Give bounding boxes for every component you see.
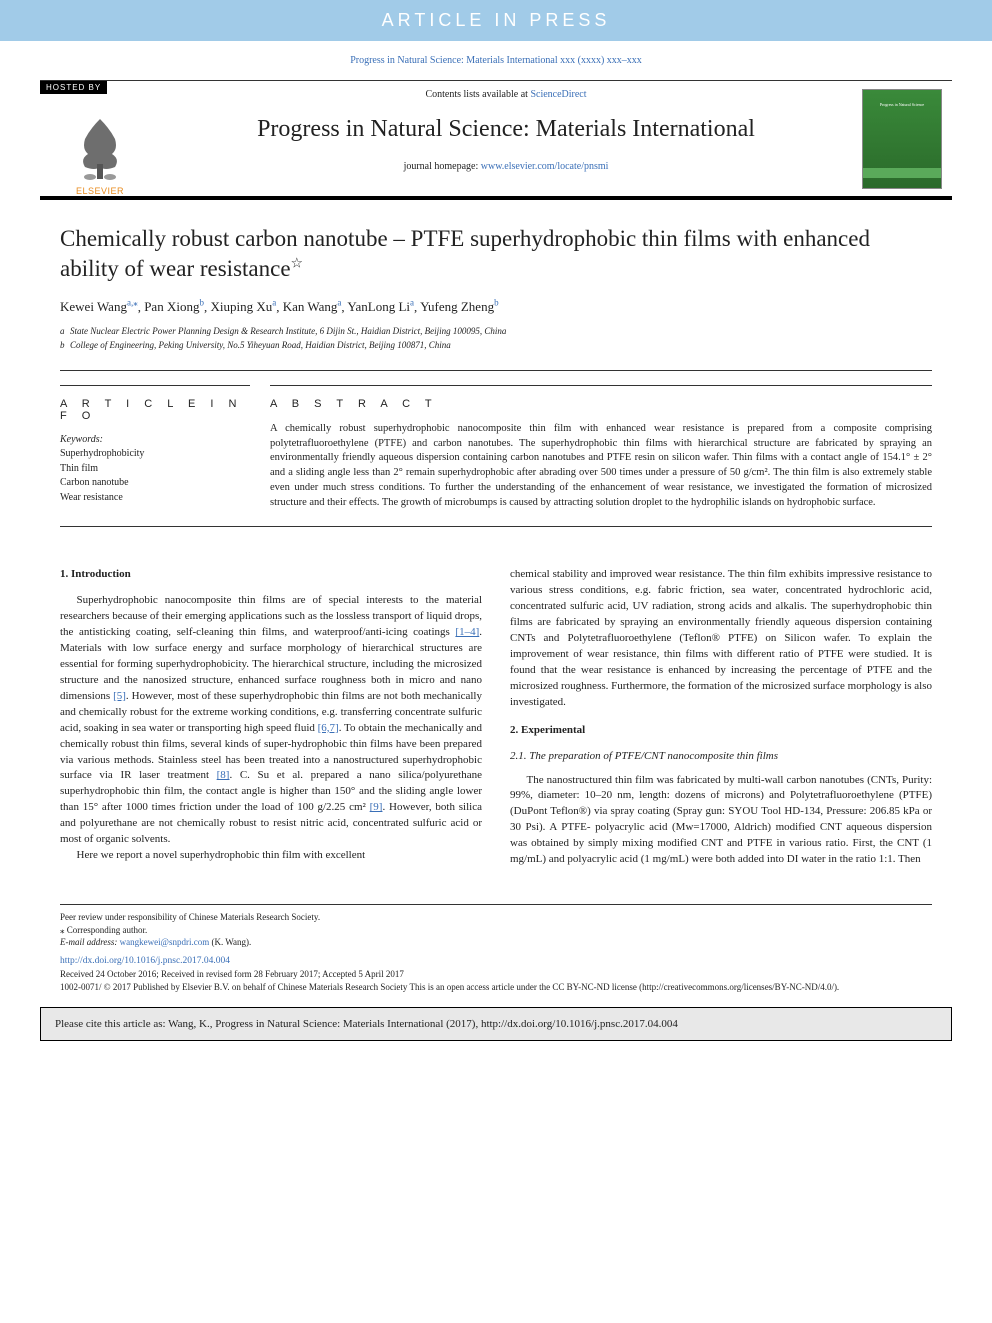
- keyword-2: Thin film: [60, 462, 250, 477]
- author-2: Pan Xiongb: [144, 299, 204, 314]
- affiliation-a-text: State Nuclear Electric Power Planning De…: [70, 325, 506, 339]
- article-body: Chemically robust carbon nanotube – PTFE…: [0, 212, 992, 868]
- intro-continuation: chemical stability and improved wear res…: [510, 567, 932, 710]
- affiliation-b-text: College of Engineering, Peking Universit…: [70, 339, 451, 353]
- section-1-heading: 1. Introduction: [60, 567, 482, 583]
- body-column-left: 1. Introduction Superhydrophobic nanocom…: [60, 567, 482, 868]
- contents-prefix: Contents lists available at: [425, 89, 530, 100]
- author-list: Kewei Wanga,⁎, Pan Xiongb, Xiuping Xua, …: [60, 298, 932, 315]
- article-title: Chemically robust carbon nanotube – PTFE…: [60, 224, 932, 284]
- homepage-prefix: journal homepage:: [404, 161, 481, 172]
- ref-8[interactable]: [8]: [217, 769, 230, 781]
- author-1: Kewei Wanga,⁎: [60, 299, 138, 314]
- journal-masthead: HOSTED BY ELSEVIER Contents lists availa…: [40, 80, 952, 200]
- license-line: 1002-0071/ © 2017 Published by Elsevier …: [60, 981, 932, 994]
- article-footer: Peer review under responsibility of Chin…: [60, 904, 932, 993]
- author-6-aff[interactable]: b: [494, 298, 499, 308]
- journal-reference-line: Progress in Natural Science: Materials I…: [0, 41, 992, 80]
- body-column-right: chemical stability and improved wear res…: [510, 567, 932, 868]
- title-footnote-star[interactable]: ☆: [291, 256, 304, 271]
- affiliation-b: b College of Engineering, Peking Univers…: [60, 339, 932, 353]
- doi-link[interactable]: http://dx.doi.org/10.1016/j.pnsc.2017.04…: [60, 956, 230, 966]
- affiliation-b-label: b: [60, 339, 70, 353]
- masthead-left: HOSTED BY ELSEVIER: [40, 81, 160, 196]
- cover-thumb-band: [863, 168, 941, 178]
- affiliation-a-label: a: [60, 325, 70, 339]
- hosted-by-label: HOSTED BY: [40, 81, 107, 94]
- section-2-heading: 2. Experimental: [510, 723, 932, 739]
- masthead-center: Contents lists available at ScienceDirec…: [160, 81, 852, 196]
- author-5-aff[interactable]: a: [410, 298, 414, 308]
- elsevier-tree-icon: [60, 109, 140, 184]
- affiliation-a: a State Nuclear Electric Power Planning …: [60, 325, 932, 339]
- journal-homepage-link[interactable]: www.elsevier.com/locate/pnsmi: [481, 161, 609, 172]
- affiliation-list: a State Nuclear Electric Power Planning …: [60, 325, 932, 352]
- corresponding-email-link[interactable]: wangkewei@snpdri.com: [120, 937, 210, 947]
- peer-review-note: Peer review under responsibility of Chin…: [60, 911, 932, 924]
- keyword-1: Superhydrophobicity: [60, 447, 250, 462]
- masthead-right: Progress in Natural Science: [852, 81, 952, 196]
- received-dates: Received 24 October 2016; Received in re…: [60, 968, 932, 981]
- intro-paragraph-2: Here we report a novel superhydrophobic …: [60, 848, 482, 864]
- intro-paragraph-1: Superhydrophobic nanocomposite thin film…: [60, 593, 482, 848]
- ref-1-4[interactable]: [1–4]: [455, 626, 479, 638]
- article-info-heading: A R T I C L E I N F O: [60, 398, 250, 422]
- journal-reference-link[interactable]: Progress in Natural Science: Materials I…: [350, 55, 642, 66]
- ref-5[interactable]: [5]: [113, 690, 126, 702]
- author-6: Yufeng Zhengb: [420, 299, 499, 314]
- author-4: Kan Wanga: [283, 299, 342, 314]
- subsection-2-1-heading: 2.1. The preparation of PTFE/CNT nanocom…: [510, 749, 932, 765]
- author-1-corr[interactable]: ⁎: [133, 298, 138, 308]
- abstract-column: A B S T R A C T A chemically robust supe…: [270, 385, 932, 510]
- journal-title: Progress in Natural Science: Materials I…: [170, 116, 842, 143]
- experimental-paragraph: The nanostructured thin film was fabrica…: [510, 773, 932, 869]
- elsevier-wordmark: ELSEVIER: [76, 186, 124, 196]
- ref-9[interactable]: [9]: [370, 801, 383, 813]
- author-3: Xiuping Xua: [210, 299, 276, 314]
- ref-6-7[interactable]: [6,7]: [318, 722, 339, 734]
- email-line: E-mail address: wangkewei@snpdri.com (K.…: [60, 936, 932, 949]
- info-abstract-block: A R T I C L E I N F O Keywords: Superhyd…: [60, 370, 932, 527]
- email-suffix: (K. Wang).: [209, 937, 251, 947]
- sciencedirect-link[interactable]: ScienceDirect: [530, 89, 586, 100]
- keywords-label: Keywords:: [60, 434, 250, 445]
- cover-thumb-title: Progress in Natural Science: [863, 90, 941, 107]
- author-3-aff[interactable]: a: [272, 298, 276, 308]
- elsevier-logo[interactable]: ELSEVIER: [55, 96, 145, 196]
- cite-text: Please cite this article as: Wang, K., P…: [55, 1018, 678, 1030]
- please-cite-box: Please cite this article as: Wang, K., P…: [40, 1007, 952, 1041]
- keyword-4: Wear resistance: [60, 491, 250, 506]
- author-5: YanLong Lia: [347, 299, 414, 314]
- article-info-column: A R T I C L E I N F O Keywords: Superhyd…: [60, 385, 270, 510]
- body-columns: 1. Introduction Superhydrophobic nanocom…: [60, 567, 932, 868]
- article-title-text: Chemically robust carbon nanotube – PTFE…: [60, 226, 870, 281]
- abstract-heading: A B S T R A C T: [270, 398, 932, 410]
- keyword-3: Carbon nanotube: [60, 476, 250, 491]
- keywords-list: Superhydrophobicity Thin film Carbon nan…: [60, 447, 250, 505]
- contents-list-line: Contents lists available at ScienceDirec…: [170, 89, 842, 100]
- author-4-aff[interactable]: a: [337, 298, 341, 308]
- corresponding-author-note: ⁎ Corresponding author.: [60, 924, 932, 937]
- journal-cover-thumbnail[interactable]: Progress in Natural Science: [862, 89, 942, 189]
- author-2-aff[interactable]: b: [199, 298, 204, 308]
- article-in-press-banner: ARTICLE IN PRESS: [0, 0, 992, 41]
- banner-text: ARTICLE IN PRESS: [382, 10, 611, 30]
- doi-line: http://dx.doi.org/10.1016/j.pnsc.2017.04…: [60, 955, 932, 968]
- journal-homepage-line: journal homepage: www.elsevier.com/locat…: [170, 161, 842, 172]
- email-label: E-mail address:: [60, 937, 120, 947]
- abstract-text: A chemically robust superhydrophobic nan…: [270, 422, 932, 510]
